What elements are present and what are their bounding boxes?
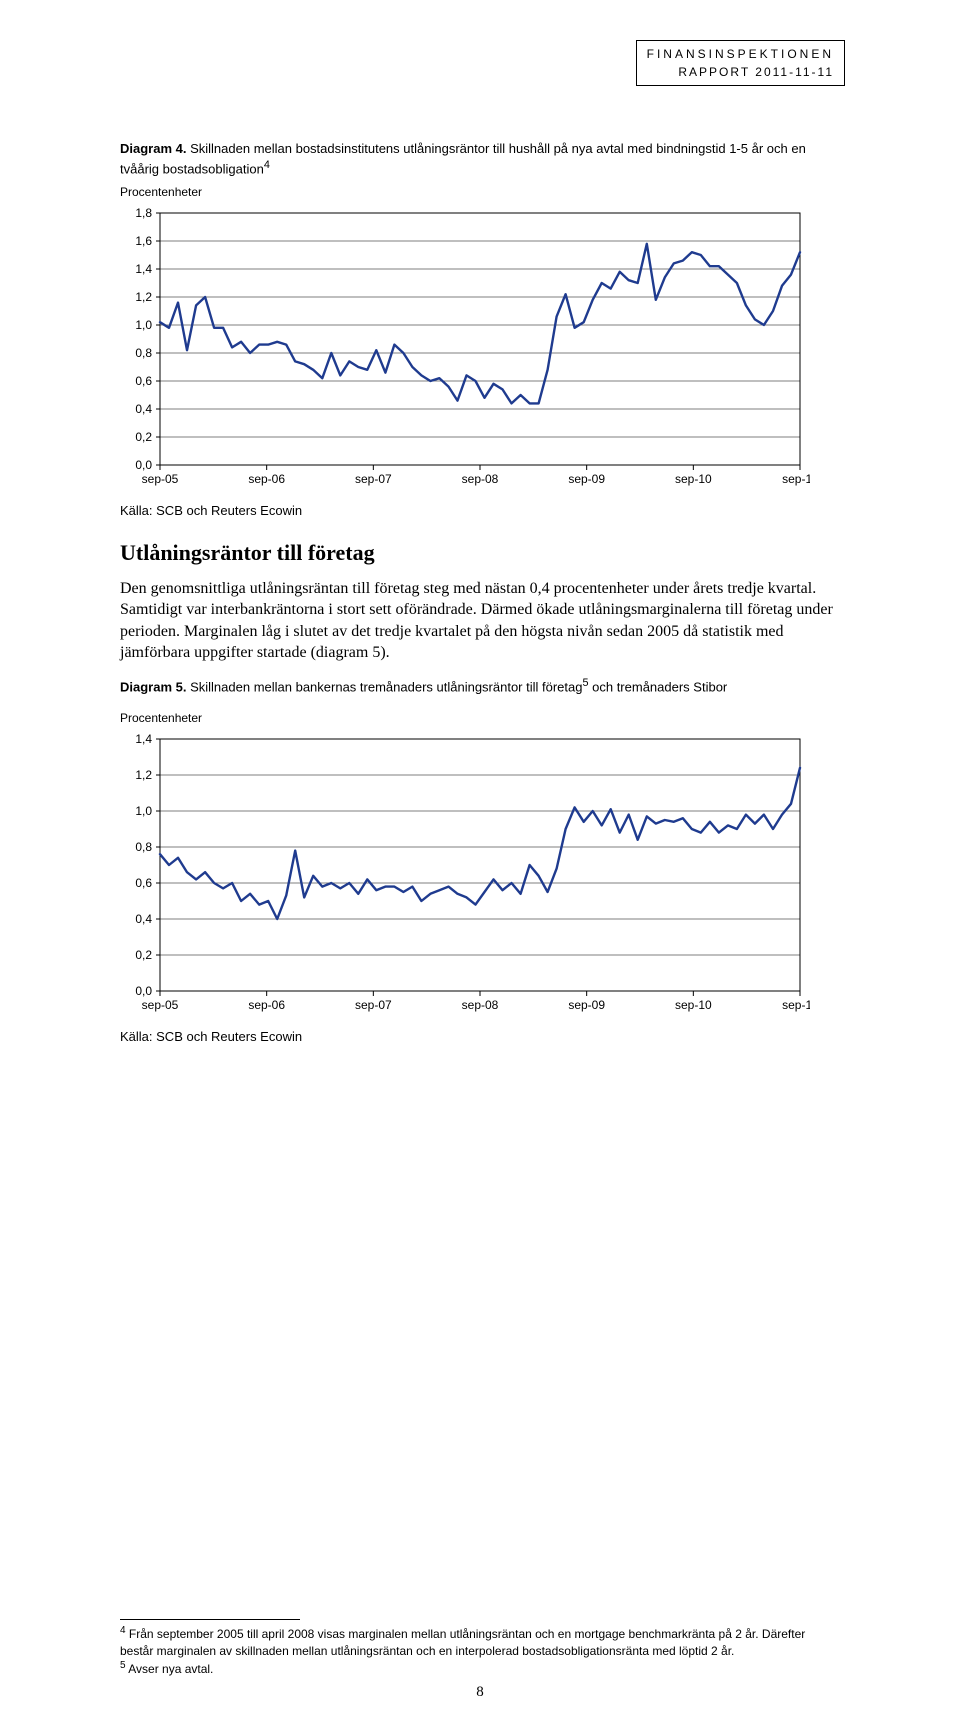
svg-text:sep-11: sep-11 xyxy=(782,472,810,486)
diagram5-source: Källa: SCB och Reuters Ecowin xyxy=(120,1029,840,1044)
diagram5-title-text: Skillnaden mellan bankernas tremånaders … xyxy=(186,679,582,694)
body-paragraph: Den genomsnittliga utlåningsräntan till … xyxy=(120,578,840,664)
svg-text:0,8: 0,8 xyxy=(135,840,152,854)
svg-text:0,6: 0,6 xyxy=(135,876,152,890)
svg-text:0,6: 0,6 xyxy=(135,374,152,388)
svg-text:1,8: 1,8 xyxy=(135,206,152,220)
svg-text:1,0: 1,0 xyxy=(135,804,152,818)
svg-text:sep-10: sep-10 xyxy=(675,998,712,1012)
svg-text:1,2: 1,2 xyxy=(135,768,152,782)
svg-text:sep-08: sep-08 xyxy=(462,998,499,1012)
svg-text:1,4: 1,4 xyxy=(135,732,152,746)
svg-text:sep-07: sep-07 xyxy=(355,472,392,486)
diagram4-subtitle: Procentenheter xyxy=(120,185,840,199)
footnote-4-text: Från september 2005 till april 2008 visa… xyxy=(120,1627,805,1657)
diagram4-source: Källa: SCB och Reuters Ecowin xyxy=(120,503,840,518)
diagram4-title: Diagram 4. Skillnaden mellan bostadsinst… xyxy=(120,140,840,179)
svg-text:sep-10: sep-10 xyxy=(675,472,712,486)
svg-text:sep-06: sep-06 xyxy=(248,472,285,486)
diagram4-label: Diagram 4. xyxy=(120,141,186,156)
svg-text:0,8: 0,8 xyxy=(135,346,152,360)
footnote-4: 4 Från september 2005 till april 2008 vi… xyxy=(120,1624,840,1658)
diagram4-footnote-ref: 4 xyxy=(264,159,270,171)
section-heading: Utlåningsräntor till företag xyxy=(120,540,840,566)
svg-text:sep-05: sep-05 xyxy=(142,998,179,1012)
footnote-5: 5 Avser nya avtal. xyxy=(120,1659,840,1677)
svg-text:sep-08: sep-08 xyxy=(462,472,499,486)
header-date: RAPPORT 2011-11-11 xyxy=(647,63,834,81)
svg-text:0,2: 0,2 xyxy=(135,430,152,444)
svg-text:1,2: 1,2 xyxy=(135,290,152,304)
footnote-rule xyxy=(120,1619,300,1620)
svg-text:0,4: 0,4 xyxy=(135,402,152,416)
header-org: FINANSINSPEKTIONEN xyxy=(647,45,834,63)
diagram5-subtitle: Procentenheter xyxy=(120,711,840,725)
diagram5-title: Diagram 5. Skillnaden mellan bankernas t… xyxy=(120,676,840,697)
svg-text:0,0: 0,0 xyxy=(135,984,152,998)
report-header: FINANSINSPEKTIONEN RAPPORT 2011-11-11 xyxy=(636,40,845,86)
svg-text:sep-07: sep-07 xyxy=(355,998,392,1012)
page-number: 8 xyxy=(0,1684,960,1701)
svg-text:0,2: 0,2 xyxy=(135,948,152,962)
footnote-5-text: Avser nya avtal. xyxy=(126,1662,214,1676)
svg-text:0,0: 0,0 xyxy=(135,458,152,472)
diagram4-chart: 1,8 1,6 1,4 1,2 1,0 0,8 0,6 0,4 0,2 0,0sep-05 sep-… xyxy=(120,203,810,493)
svg-text:1,6: 1,6 xyxy=(135,234,152,248)
svg-text:sep-09: sep-09 xyxy=(568,472,605,486)
svg-text:sep-06: sep-06 xyxy=(248,998,285,1012)
diagram5-chart: 1,4 1,2 1,0 0,8 0,6 0,4 0,2 0,0sep-05 sep-06 sep-… xyxy=(120,729,810,1019)
footnotes: 4 Från september 2005 till april 2008 vi… xyxy=(120,1619,840,1677)
diagram4-svg: 1,8 1,6 1,4 1,2 1,0 0,8 0,6 0,4 0,2 0,0sep-05 sep-… xyxy=(120,203,810,493)
svg-text:0,4: 0,4 xyxy=(135,912,152,926)
diagram5-svg: 1,4 1,2 1,0 0,8 0,6 0,4 0,2 0,0sep-05 sep-06 sep-… xyxy=(120,729,810,1019)
svg-text:1,0: 1,0 xyxy=(135,318,152,332)
diagram4-title-text: Skillnaden mellan bostadsinstitutens utl… xyxy=(120,141,806,177)
diagram5-label: Diagram 5. xyxy=(120,679,186,694)
svg-text:sep-05: sep-05 xyxy=(142,472,179,486)
svg-text:sep-09: sep-09 xyxy=(568,998,605,1012)
svg-text:sep-11: sep-11 xyxy=(782,998,810,1012)
svg-text:1,4: 1,4 xyxy=(135,262,152,276)
diagram5-title-tail: och tremånaders Stibor xyxy=(589,679,728,694)
